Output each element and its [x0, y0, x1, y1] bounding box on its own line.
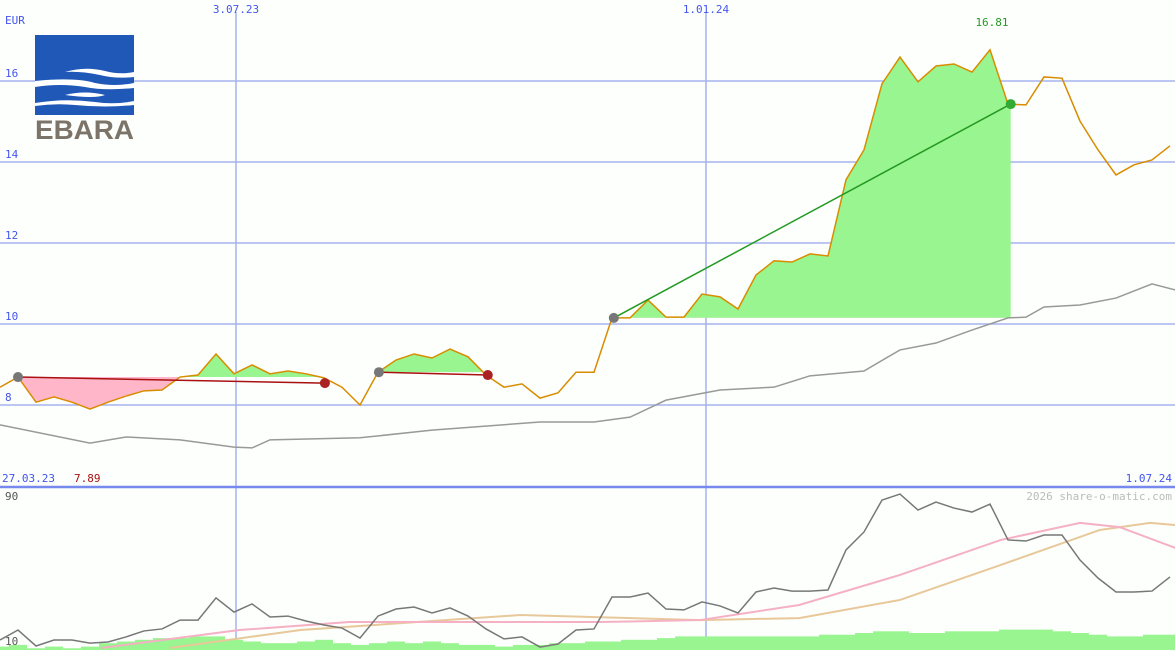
lower-y-tick-label: 90 [5, 490, 18, 503]
volume-bar [621, 639, 639, 650]
volume-bar [909, 633, 927, 650]
volume-bar [549, 643, 567, 650]
volume-bar [873, 631, 891, 650]
volume-bar [963, 631, 981, 650]
trade-entry-marker [608, 312, 619, 323]
volume-bar [1017, 629, 1035, 650]
trade-loss-area [18, 377, 325, 410]
x-tick-label: 1.01.24 [683, 3, 730, 16]
volume-bar [387, 641, 405, 650]
volume-bar [1107, 636, 1125, 650]
volume-bar [495, 646, 513, 650]
volume-bar [1089, 634, 1107, 650]
volume-bar [675, 636, 693, 650]
trade-exit-marker [482, 370, 493, 381]
volume-bar [657, 638, 675, 650]
y-tick-label: 14 [5, 148, 19, 161]
oscillator-line [0, 493, 1171, 648]
lower-y-tick-label: 10 [5, 635, 18, 648]
volume-bar [1071, 633, 1089, 650]
trade-gain-area [378, 349, 488, 373]
volume-bar [999, 629, 1017, 650]
trade-entry-marker [373, 367, 384, 378]
y-tick-label: 12 [5, 229, 18, 242]
volume-bar [459, 644, 477, 650]
volume-bar [297, 641, 315, 650]
volume-bar [63, 648, 81, 650]
volume-bar [513, 644, 531, 650]
volume-bar [171, 638, 189, 650]
volume-bar [261, 643, 279, 650]
volume-bar [207, 636, 225, 650]
volume-bar [369, 643, 387, 650]
volume-bar [639, 639, 657, 650]
volume-bar [405, 643, 423, 650]
trade-gain-area [613, 49, 1011, 318]
volume-bar [1161, 634, 1175, 650]
volume-bar [351, 644, 369, 650]
volume-bar [747, 636, 765, 650]
trade-line [613, 103, 1012, 319]
trade-exit-marker [1005, 99, 1016, 110]
price-line [0, 48, 1171, 410]
trade-exit-marker [319, 378, 330, 389]
trade-entry-marker [13, 372, 23, 383]
volume-bar [1053, 631, 1071, 650]
volume-bar [225, 639, 243, 650]
volume-bar [423, 641, 441, 650]
volume-bar [819, 634, 837, 650]
volume-bar [81, 646, 99, 650]
volume-bar [981, 631, 999, 650]
volume-bar [603, 641, 621, 650]
volume-bar [729, 636, 747, 650]
y-tick-label: 8 [5, 391, 12, 404]
volume-bar [117, 641, 135, 650]
volume-bar [243, 641, 261, 650]
volume-bar [0, 646, 9, 650]
volume-bar [153, 638, 171, 650]
volume-bar [441, 643, 459, 650]
volume-bar [45, 646, 63, 650]
volume-bar [783, 636, 801, 650]
ebara-logo: EBARA [35, 35, 134, 140]
trade-gain-area [18, 353, 325, 378]
volume-bar [927, 633, 945, 650]
volume-bar [585, 641, 603, 650]
volume-bar [135, 639, 153, 650]
volume-bar [801, 636, 819, 650]
x-start-label: 27.03.23 [2, 472, 55, 485]
volume-bar [945, 631, 963, 650]
volume-bar [765, 636, 783, 650]
volume-bar [855, 633, 873, 650]
svg-text:EBARA: EBARA [35, 115, 134, 140]
x-tick-label: 3.07.23 [213, 3, 259, 16]
watermark: 2026 share-o-matic.com [1026, 490, 1172, 503]
volume-bar [1125, 636, 1143, 650]
volume-bar [567, 643, 585, 650]
volume-bar [315, 639, 333, 650]
x-end-label: 1.07.24 [1126, 472, 1173, 485]
y-tick-label: 16 [5, 67, 18, 80]
min-price-label: 7.89 [74, 472, 101, 485]
moving-average-line [0, 283, 1175, 449]
max-price-label: 16.81 [975, 16, 1008, 29]
volume-bar [891, 631, 909, 650]
volume-bar [1035, 629, 1053, 650]
volume-bar [1143, 634, 1161, 650]
trade-line [378, 371, 488, 376]
volume-bar [9, 644, 27, 650]
volume-bar [711, 636, 729, 650]
volume-bar [333, 643, 351, 650]
volume-bar [693, 636, 711, 650]
signal-line-signal-fast [100, 521, 1175, 649]
trade-line [17, 376, 325, 384]
volume-bar [27, 648, 45, 650]
volume-bar [279, 643, 297, 650]
volume-bar [837, 634, 855, 650]
unit-label: EUR [5, 14, 25, 27]
y-tick-label: 10 [5, 310, 18, 323]
volume-bar [477, 644, 495, 650]
